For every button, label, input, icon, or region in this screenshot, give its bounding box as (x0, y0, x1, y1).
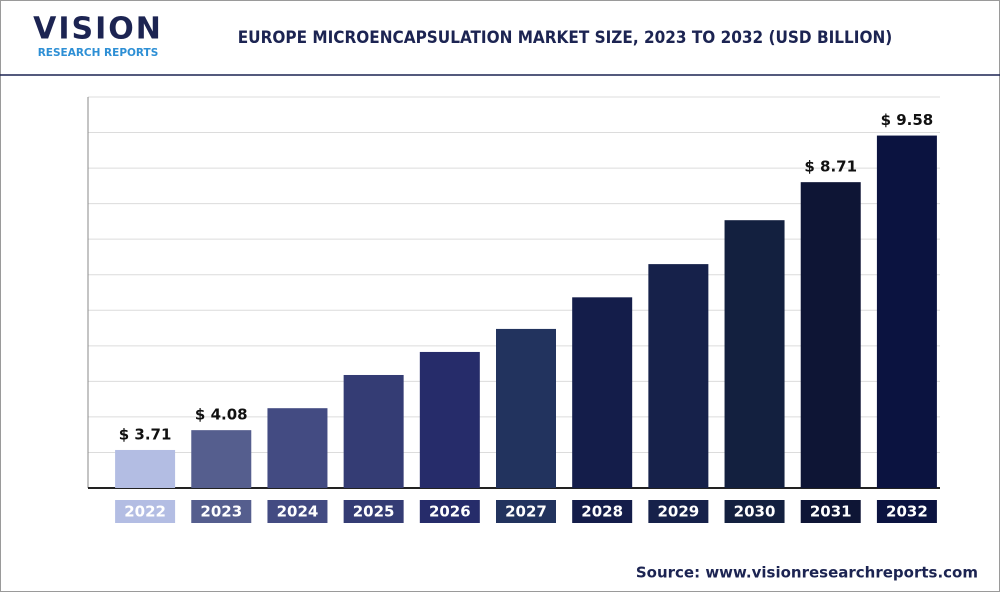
chart-title: EUROPE MICROENCAPSULATION MARKET SIZE, 2… (238, 28, 893, 48)
x-tick-label: 2023 (200, 503, 242, 521)
x-tick-label: 2024 (277, 503, 319, 521)
bar (115, 449, 176, 488)
category-box (876, 500, 937, 523)
category-box (191, 500, 252, 523)
bar (496, 328, 556, 488)
bar (724, 220, 785, 489)
category-box (572, 500, 633, 523)
x-tick-label: 2027 (505, 503, 547, 521)
value-label: $ 4.08 (195, 406, 248, 424)
bar (648, 264, 709, 488)
category-box (115, 500, 176, 523)
x-tick-label: 2026 (429, 503, 471, 521)
value-label: $ 3.71 (119, 425, 172, 443)
bar (343, 374, 404, 488)
category-box (724, 500, 785, 523)
source: Source: www.visionresearchreports.com (636, 564, 978, 582)
category-box (343, 500, 404, 523)
bar (419, 351, 480, 488)
category-box (800, 500, 861, 523)
category-box (496, 500, 556, 523)
x-tick-label: 2032 (886, 503, 928, 521)
x-tick-label: 2022 (124, 503, 166, 521)
category-box (648, 500, 709, 523)
x-tick-label: 2031 (810, 503, 852, 521)
x-tick-label: 2029 (657, 503, 699, 521)
logo-tagline: RESEARCH REPORTS (38, 47, 159, 59)
value-label: $ 8.71 (804, 158, 857, 176)
x-tick-label: 2028 (581, 503, 623, 521)
logo-name: VISION (33, 12, 163, 47)
bar (267, 408, 328, 488)
bar (876, 135, 937, 488)
bar (800, 182, 861, 488)
category-box (267, 500, 328, 523)
x-tick-label: 2030 (734, 503, 776, 521)
bar (191, 430, 252, 488)
category-box (419, 500, 480, 523)
x-tick-label: 2025 (353, 503, 395, 521)
value-label: $ 9.58 (881, 111, 934, 129)
bar (572, 297, 633, 488)
